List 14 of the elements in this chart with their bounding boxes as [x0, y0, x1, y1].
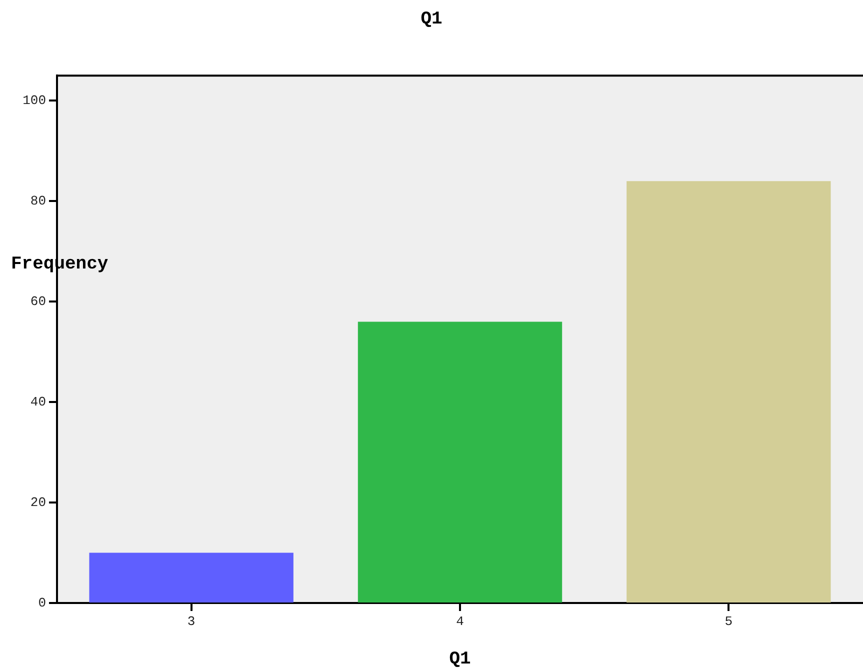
- bar: [626, 181, 831, 602]
- y-tick-label: 60: [30, 294, 46, 310]
- x-tick-label: 4: [456, 614, 464, 630]
- x-axis-title: Q1: [449, 650, 471, 670]
- y-tick-label: 40: [30, 394, 46, 410]
- y-tick-label: 80: [30, 194, 46, 209]
- y-tick-label: 0: [38, 595, 46, 610]
- bar: [358, 322, 562, 602]
- y-tick-label: 100: [22, 93, 46, 108]
- y-tick-label: 20: [30, 494, 46, 510]
- bar: [89, 552, 294, 602]
- chart-title: Q1: [420, 9, 442, 30]
- x-tick-label: 5: [724, 614, 733, 630]
- x-tick-label: 3: [187, 614, 196, 630]
